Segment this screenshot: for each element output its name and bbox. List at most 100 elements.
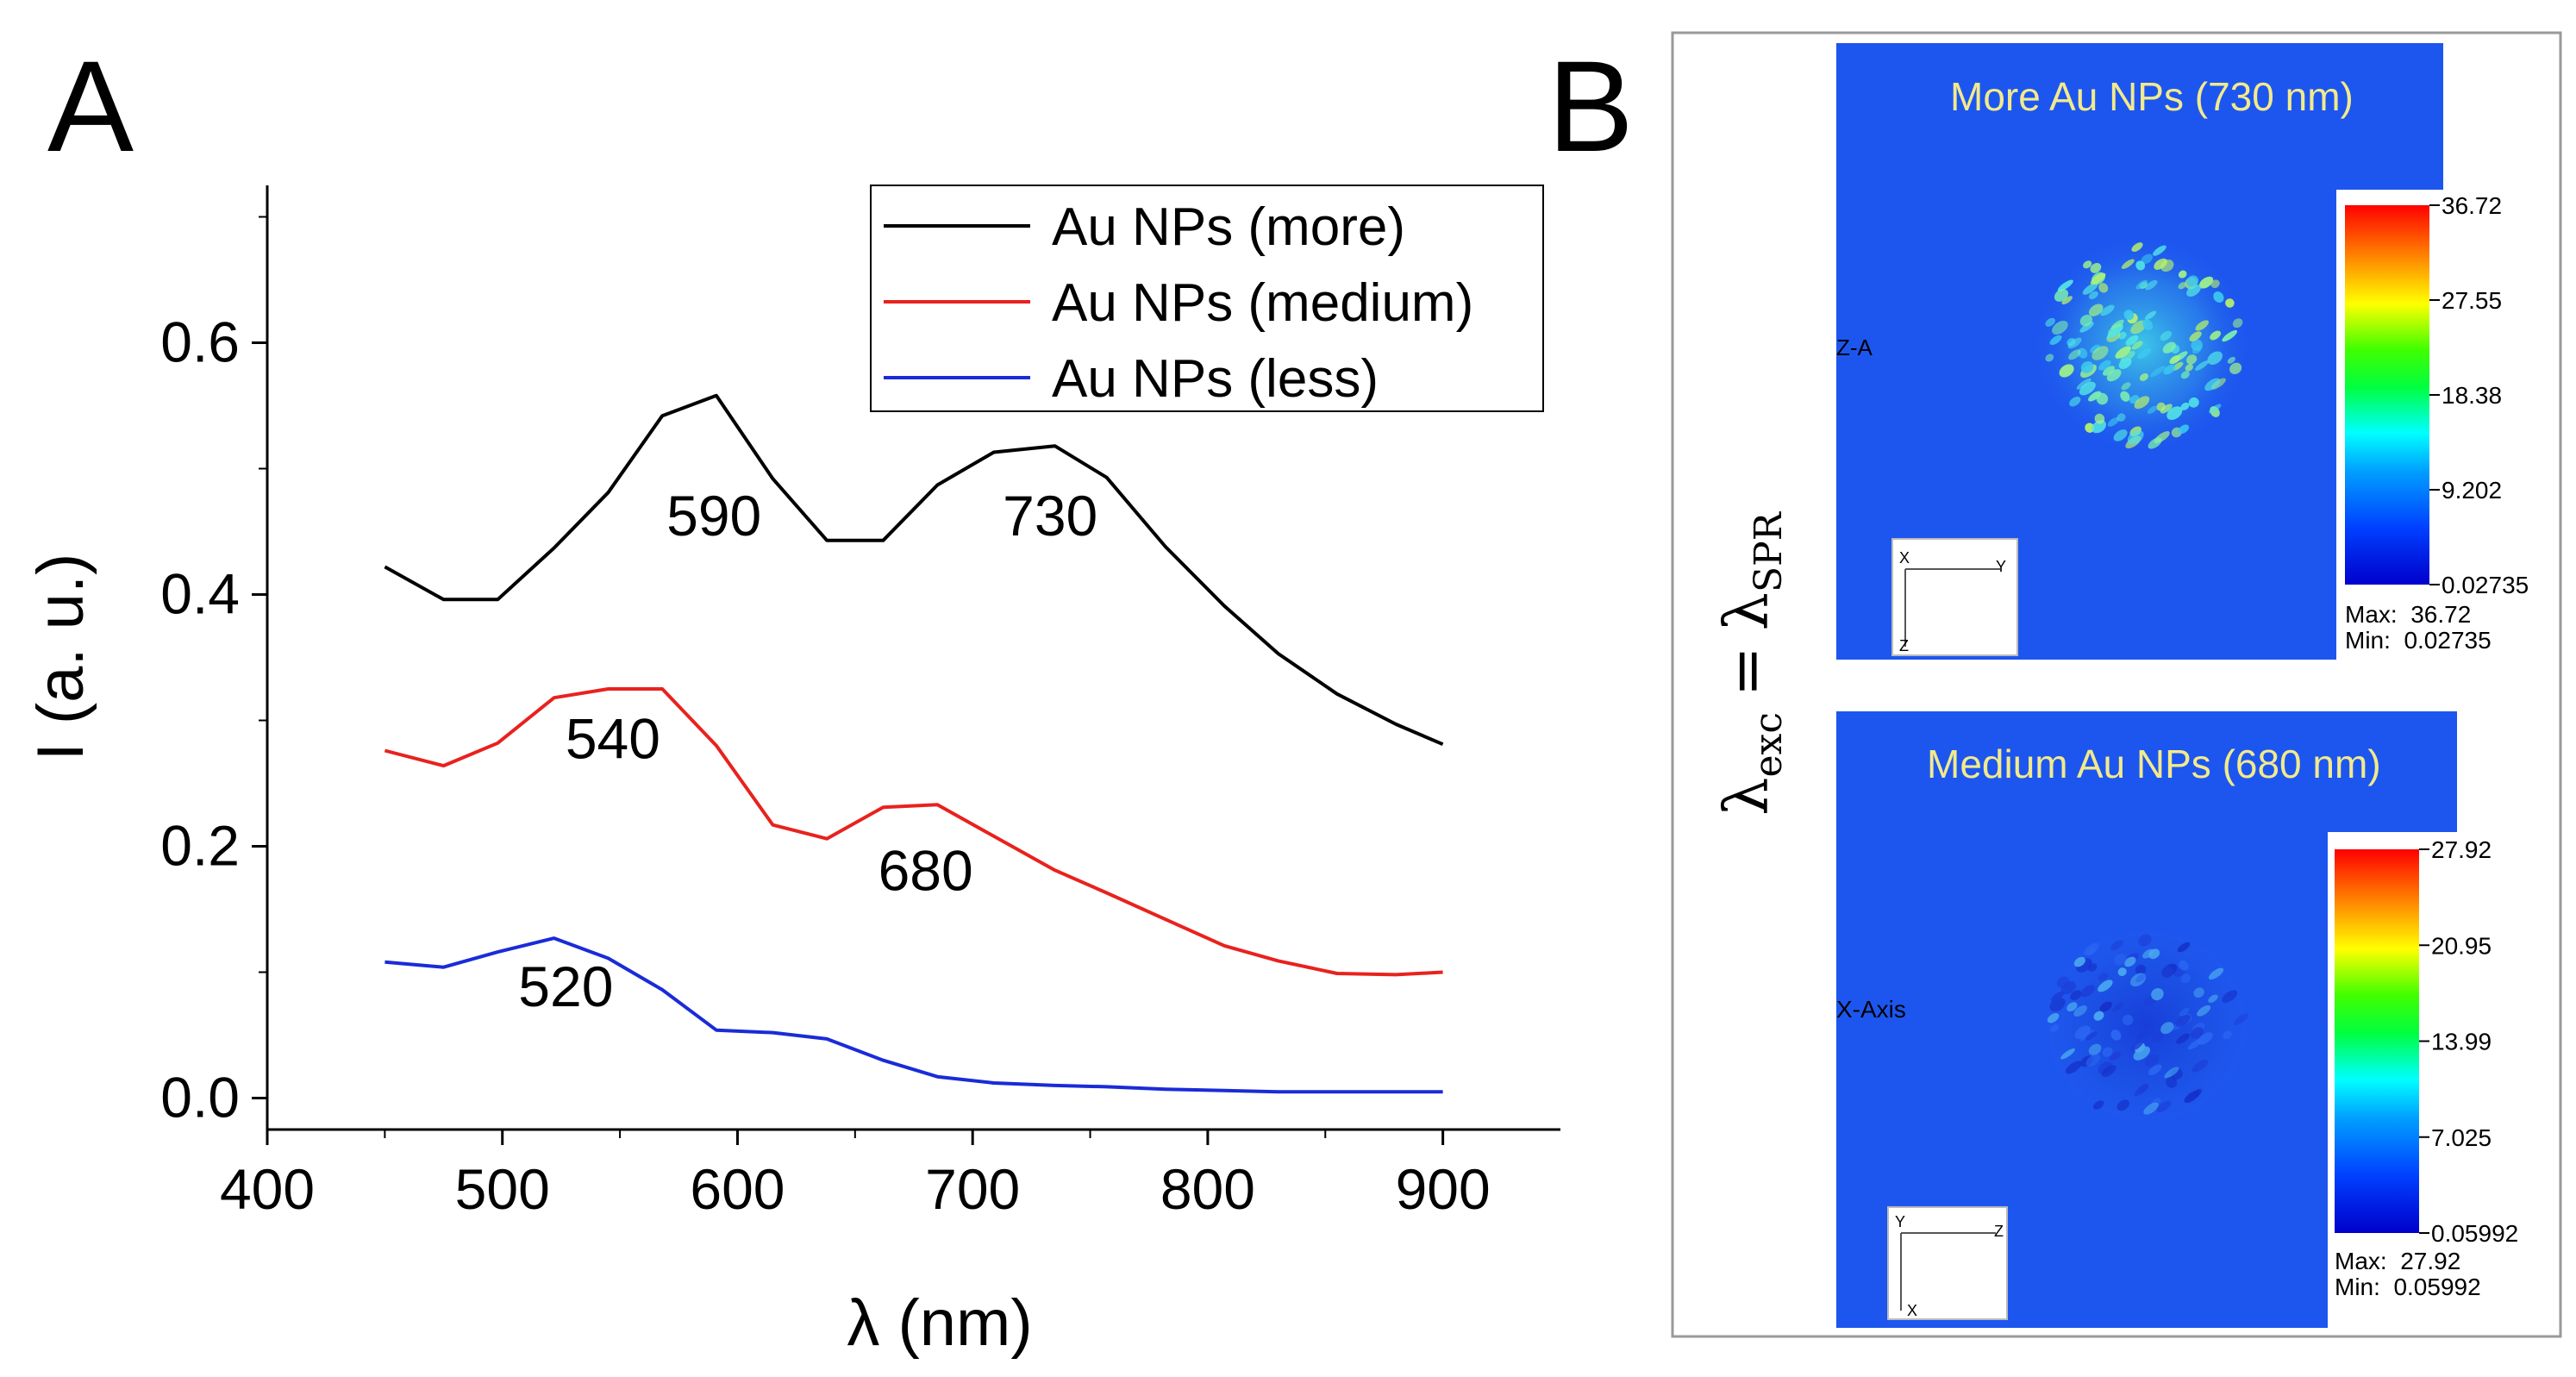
hotspot-speckle bbox=[2162, 341, 2176, 354]
hotspot-speckle bbox=[2153, 245, 2166, 256]
field-map-medium: Medium Au NPs (680 nm) X-Axis Y Z X 27.9… bbox=[1836, 711, 2518, 1328]
hotspot-speckle bbox=[2131, 242, 2143, 253]
hotspot-speckle bbox=[2107, 326, 2123, 339]
peak-label: 540 bbox=[566, 706, 660, 770]
hotspot-speckle bbox=[2186, 275, 2199, 287]
series-line-2 bbox=[385, 936, 1443, 1094]
x-tick-label: 700 bbox=[925, 1157, 1020, 1221]
hotspot-speckle bbox=[2110, 940, 2123, 951]
colorbar-bottom bbox=[2335, 849, 2419, 1233]
hotspot-speckle bbox=[2213, 291, 2224, 303]
triad-top bbox=[1891, 538, 2018, 656]
hotspot-speckle bbox=[2133, 1046, 2151, 1061]
hotspot-speckle bbox=[2204, 378, 2221, 391]
hotspot-speckle bbox=[2115, 346, 2131, 359]
legend-label-0: Au NPs (more) bbox=[1052, 197, 1405, 257]
hotspot-speckle bbox=[2116, 1099, 2130, 1111]
hotspot-speckle bbox=[2151, 987, 2164, 1001]
y-tick-label: 0.6 bbox=[160, 310, 240, 374]
peak-label: 590 bbox=[666, 484, 761, 548]
peak-label: 730 bbox=[1003, 484, 1097, 548]
hotspot-speckle bbox=[2098, 980, 2113, 992]
hotspot-speckle bbox=[2166, 406, 2183, 420]
hotspot-speckle bbox=[2222, 990, 2238, 1003]
hotspot-speckle bbox=[2160, 966, 2173, 979]
hotspot-speckle bbox=[2148, 1064, 2162, 1076]
hotspot-speckle bbox=[2098, 360, 2111, 371]
hotspot-speckle bbox=[2124, 956, 2136, 967]
colorbar-tick-label: 9.202 bbox=[2442, 477, 2502, 504]
hotspot-speckle bbox=[2143, 1102, 2159, 1115]
plot-area: 400 500 600 700 800 900 0.0 0.2 0.4 0.6 590 730 54… bbox=[160, 185, 1560, 1221]
hotspot-speckle bbox=[2079, 314, 2093, 327]
hotspot-speckle bbox=[2225, 298, 2235, 308]
hotspot-speckle bbox=[2180, 402, 2190, 410]
hotspot-speckle bbox=[2061, 296, 2073, 305]
y-tick-label: 0.0 bbox=[160, 1066, 240, 1130]
hotspot-speckle bbox=[2134, 396, 2150, 410]
hotspot-speckle bbox=[2189, 331, 2202, 341]
triad-bottom bbox=[1887, 1206, 2008, 1320]
hotspot-speckle bbox=[2067, 337, 2082, 349]
hotspot-speckle bbox=[2229, 362, 2242, 374]
hotspot-speckle bbox=[2127, 429, 2144, 445]
hotspot-speckle bbox=[2186, 284, 2201, 297]
hotspot-speckle bbox=[2177, 942, 2191, 953]
hotspot-speckle bbox=[2160, 1022, 2174, 1035]
hotspot-speckle bbox=[2088, 391, 2102, 402]
spr-subscript: SPR bbox=[1747, 510, 1791, 592]
lambda-spr: λ bbox=[1711, 592, 1782, 630]
hotspot-speckle bbox=[2088, 1043, 2102, 1055]
hotspot-speckle bbox=[2193, 987, 2204, 998]
x-tick-label: 900 bbox=[1396, 1157, 1491, 1221]
triad-top-h-label: Y bbox=[1996, 558, 2006, 575]
hotspot-speckle bbox=[2160, 330, 2172, 341]
hotspot-speckle bbox=[2198, 276, 2214, 289]
colorbar-tick-label: 0.05992 bbox=[2431, 1220, 2518, 1247]
hotspot-speckle bbox=[2156, 402, 2166, 411]
map-bottom-axis-label: X-Axis bbox=[1836, 996, 1906, 1023]
colorbar-tick-label: 13.99 bbox=[2431, 1029, 2492, 1055]
svg-text:λexc=λSPR: λexc=λSPR bbox=[1711, 510, 1791, 816]
triad-top-corner-label: X bbox=[1899, 549, 1910, 566]
hotspot-speckle bbox=[2148, 437, 2162, 449]
hotspot-speckle bbox=[2117, 331, 2127, 340]
hotspot-speckle bbox=[2142, 319, 2154, 331]
legend-label-1: Au NPs (medium) bbox=[1052, 273, 1473, 333]
hotspot-speckle bbox=[2121, 259, 2135, 269]
x-tick-label: 400 bbox=[220, 1157, 315, 1221]
hotspot-speckle bbox=[2137, 347, 2152, 360]
hotspot-speckle bbox=[2125, 335, 2139, 346]
hotspot-speckle bbox=[2090, 272, 2106, 285]
hotspot-speckle bbox=[2122, 1014, 2134, 1026]
hotspot-speckle bbox=[2045, 317, 2055, 327]
colorbar-tick-label: 18.38 bbox=[2442, 382, 2502, 409]
hotspot-speckle bbox=[2052, 321, 2068, 335]
x-tick-label: 500 bbox=[455, 1157, 550, 1221]
hotspot-speckle bbox=[2176, 1033, 2190, 1044]
hotspot-speckle bbox=[2094, 413, 2105, 424]
hotspot-speckle bbox=[2116, 413, 2126, 422]
x-ticks: 400 500 600 700 800 900 bbox=[220, 1130, 1491, 1221]
hotspot-speckle bbox=[2121, 382, 2131, 391]
hotspot-speckle bbox=[2113, 429, 2128, 441]
hotspot-speckle bbox=[2084, 942, 2099, 956]
y-axis-label: I (a. u.) bbox=[24, 554, 97, 761]
peak-annotations: 590 730 540 680 520 bbox=[518, 484, 1097, 1018]
hotspot-speckle bbox=[2208, 967, 2224, 980]
triad-top-v-label: Z bbox=[1899, 637, 1909, 654]
hotspot-speckle bbox=[2179, 960, 2189, 971]
map-top-title: More Au NPs (730 nm) bbox=[1950, 74, 2354, 119]
hotspot-speckle bbox=[2186, 354, 2198, 365]
colorbar-tick-label: 27.92 bbox=[2431, 836, 2492, 863]
hotspot-speckle bbox=[2091, 420, 2107, 434]
colorbar-top bbox=[2345, 205, 2429, 585]
colorbar-bottom-ticks: 27.92 20.95 13.99 7.025 0.05992 bbox=[2419, 836, 2518, 1247]
map-bottom-title: Medium Au NPs (680 nm) bbox=[1927, 742, 2381, 786]
legend-box bbox=[870, 185, 1544, 412]
hotspot-speckle bbox=[2210, 279, 2220, 289]
hotspot-speckle bbox=[2178, 282, 2186, 290]
hotspot-speckle bbox=[2135, 260, 2146, 271]
hotspot-speckle bbox=[2147, 405, 2158, 414]
